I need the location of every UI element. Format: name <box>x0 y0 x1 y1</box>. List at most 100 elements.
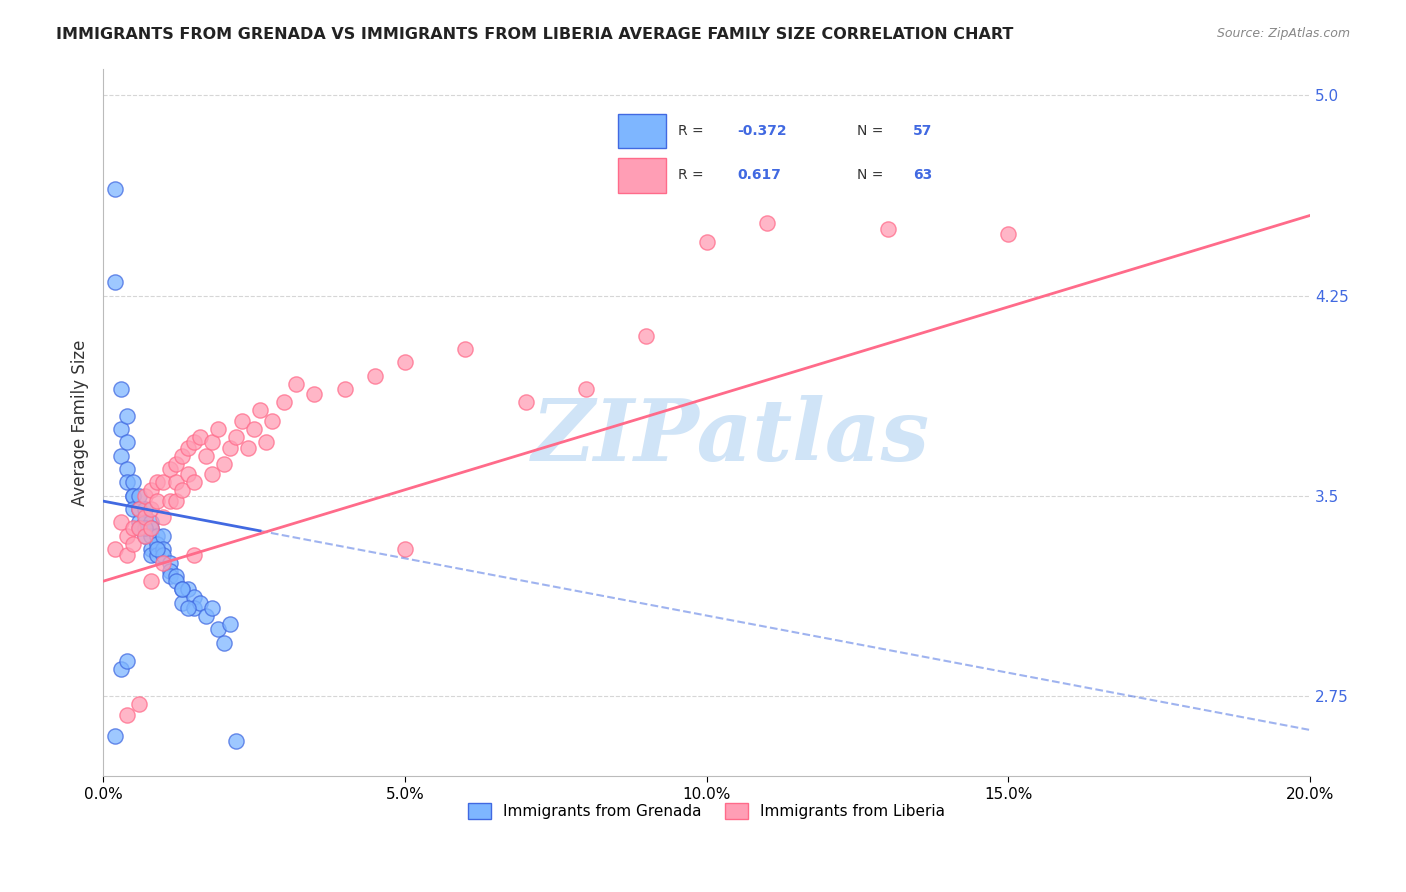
Point <box>141 529 163 543</box>
Point <box>104 729 127 743</box>
Point <box>122 537 145 551</box>
Point <box>165 457 187 471</box>
Point <box>218 441 240 455</box>
Point <box>273 395 295 409</box>
Point <box>249 403 271 417</box>
Point <box>159 494 181 508</box>
Point <box>122 489 145 503</box>
Point <box>176 467 198 482</box>
Point <box>110 449 132 463</box>
Point <box>146 542 169 557</box>
Point <box>134 516 156 530</box>
Point <box>170 596 193 610</box>
Point <box>141 521 163 535</box>
Point <box>141 521 163 535</box>
Point <box>141 542 163 557</box>
Point <box>696 235 718 249</box>
Point <box>231 414 253 428</box>
Point <box>212 635 235 649</box>
Point <box>122 521 145 535</box>
Point <box>104 182 127 196</box>
Point <box>876 221 898 235</box>
Point <box>165 574 187 589</box>
Point <box>176 582 198 597</box>
Point <box>997 227 1019 241</box>
Point <box>117 475 139 490</box>
Point <box>110 516 132 530</box>
Point <box>110 382 132 396</box>
Legend: Immigrants from Grenada, Immigrants from Liberia: Immigrants from Grenada, Immigrants from… <box>463 797 950 825</box>
Point <box>146 537 169 551</box>
Point <box>575 382 598 396</box>
Point <box>454 342 477 356</box>
Point <box>141 548 163 562</box>
Point <box>122 489 145 503</box>
Point <box>134 521 156 535</box>
Point <box>183 601 205 615</box>
Point <box>141 483 163 498</box>
Point <box>128 697 150 711</box>
Point <box>117 462 139 476</box>
Point <box>152 529 174 543</box>
Point <box>170 449 193 463</box>
Point <box>117 548 139 562</box>
Point <box>117 707 139 722</box>
Point <box>262 414 284 428</box>
Point <box>218 617 240 632</box>
Point <box>128 521 150 535</box>
Point <box>141 502 163 516</box>
Point <box>122 502 145 516</box>
Point <box>394 355 416 369</box>
Point <box>170 582 193 597</box>
Point <box>117 654 139 668</box>
Point <box>134 529 156 543</box>
Point <box>188 596 211 610</box>
Point <box>152 548 174 562</box>
Point <box>110 422 132 436</box>
Point <box>176 601 198 615</box>
Point <box>152 510 174 524</box>
Point <box>636 328 658 343</box>
Point <box>194 449 217 463</box>
Point <box>207 422 229 436</box>
Point <box>134 529 156 543</box>
Text: Source: ZipAtlas.com: Source: ZipAtlas.com <box>1216 27 1350 40</box>
Point <box>134 510 156 524</box>
Point <box>134 521 156 535</box>
Point <box>165 494 187 508</box>
Point <box>249 788 271 802</box>
Point <box>225 430 247 444</box>
Point <box>128 502 150 516</box>
Point <box>515 395 537 409</box>
Point <box>152 475 174 490</box>
Point <box>134 489 156 503</box>
Point <box>128 489 150 503</box>
Point <box>122 475 145 490</box>
Point <box>183 591 205 605</box>
Point <box>225 734 247 748</box>
Text: ZIPatlas: ZIPatlas <box>531 395 929 478</box>
Point <box>756 216 779 230</box>
Point <box>194 609 217 624</box>
Point <box>146 529 169 543</box>
Point <box>159 569 181 583</box>
Point <box>176 441 198 455</box>
Point <box>165 569 187 583</box>
Point <box>146 475 169 490</box>
Point <box>304 387 326 401</box>
Point <box>141 516 163 530</box>
Point <box>364 368 387 383</box>
Point <box>188 430 211 444</box>
Point <box>104 542 127 557</box>
Point <box>183 475 205 490</box>
Point <box>146 494 169 508</box>
Point <box>333 382 356 396</box>
Point <box>201 467 224 482</box>
Point <box>134 502 156 516</box>
Point <box>183 548 205 562</box>
Point <box>146 548 169 562</box>
Point <box>170 483 193 498</box>
Point <box>159 556 181 570</box>
Point <box>152 542 174 557</box>
Point <box>254 435 277 450</box>
